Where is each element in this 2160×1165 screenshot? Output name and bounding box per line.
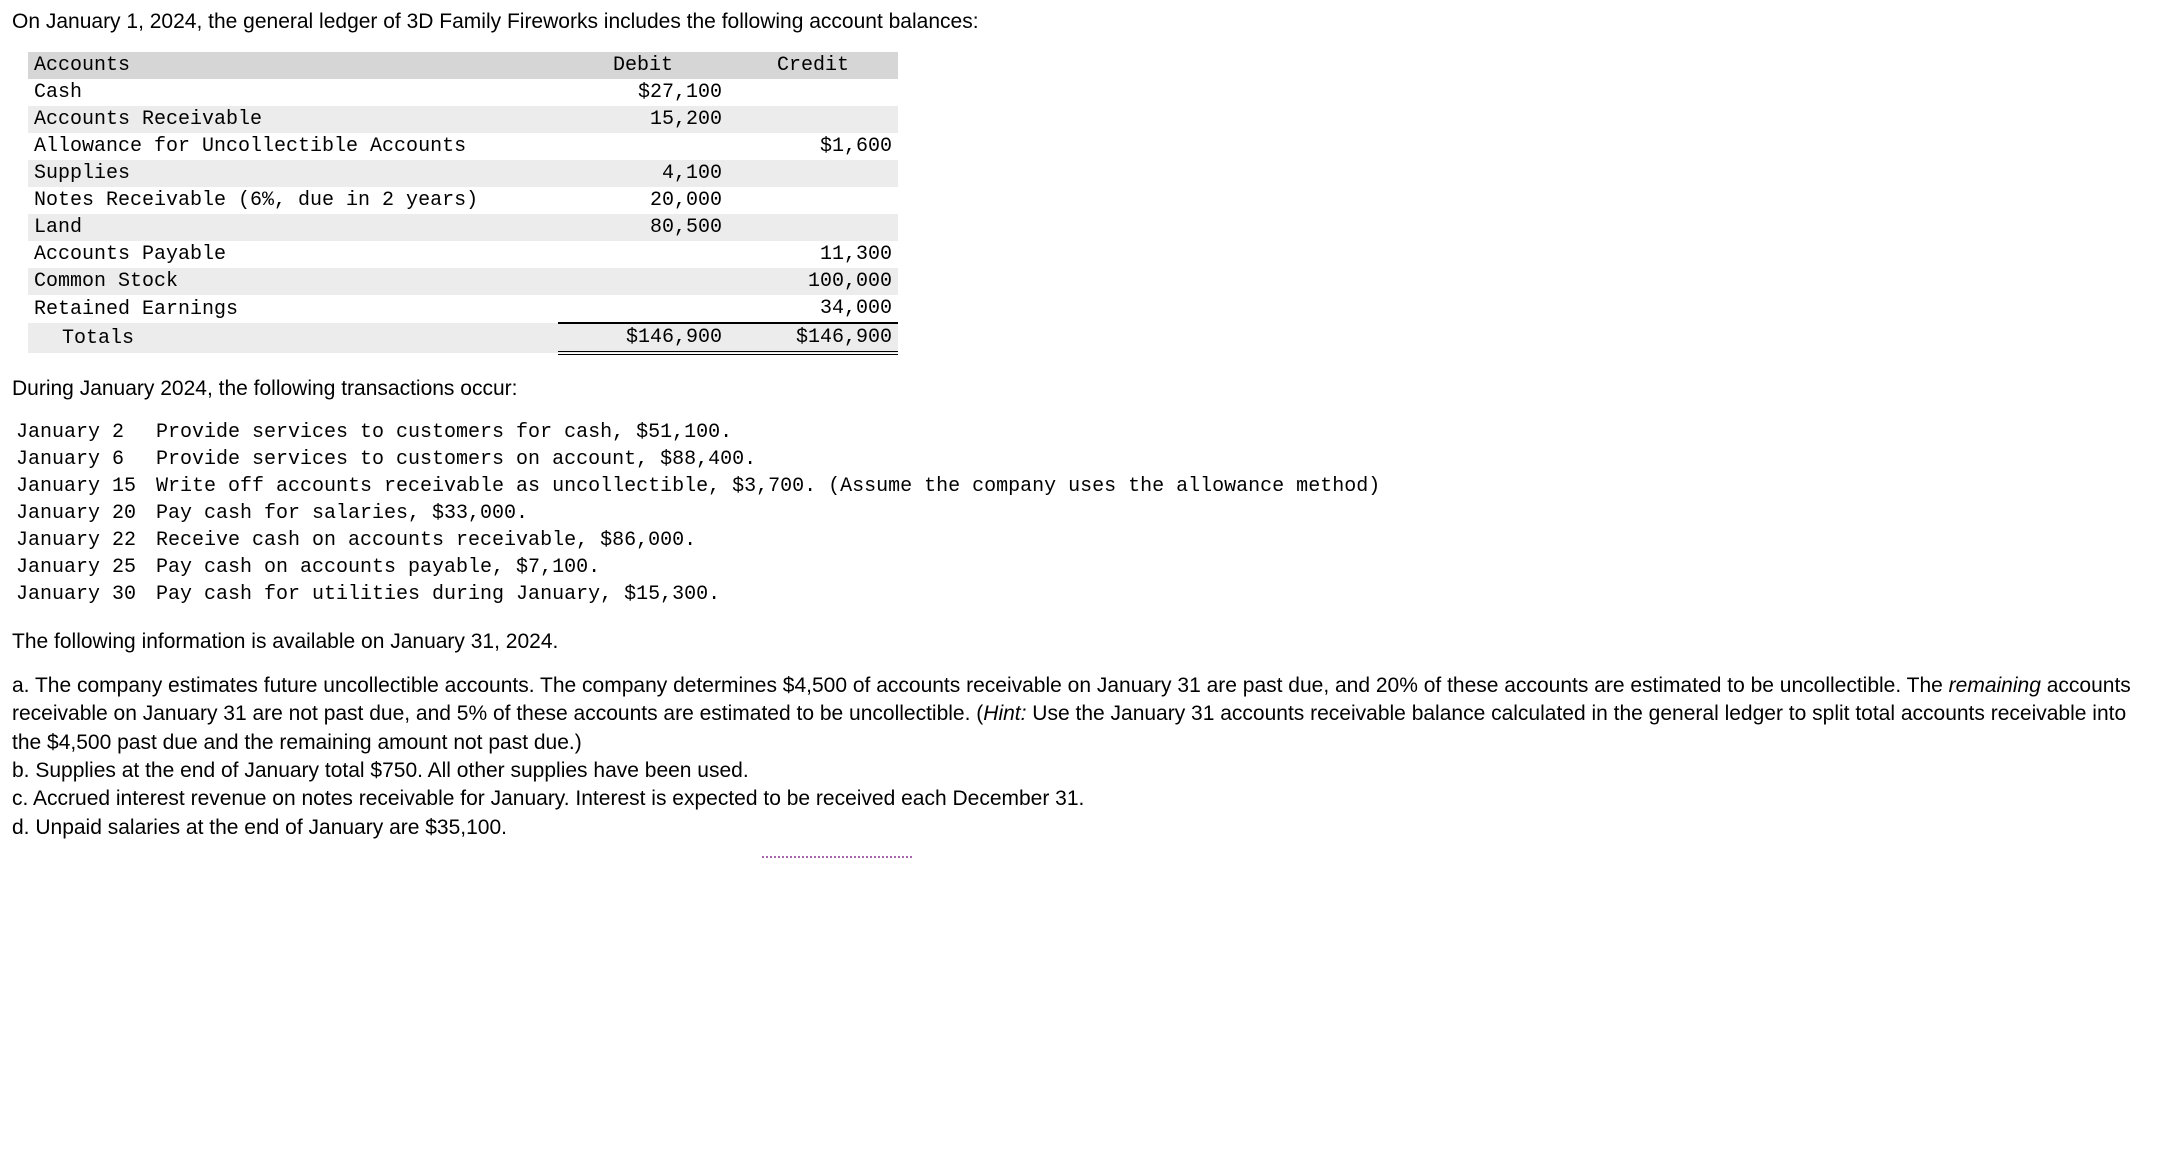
table-row: Cash $27,100 xyxy=(28,79,898,106)
transaction-row: January 25 Pay cash on accounts payable,… xyxy=(16,554,2148,581)
ledger-table: Accounts Debit Credit Cash $27,100 Accou… xyxy=(28,52,898,355)
table-row: Notes Receivable (6%, due in 2 years) 20… xyxy=(28,187,898,214)
header-debit: Debit xyxy=(558,52,728,79)
transaction-row: January 15 Write off accounts receivable… xyxy=(16,473,2148,500)
table-row: Accounts Receivable 15,200 xyxy=(28,106,898,133)
info-c: c. Accrued interest revenue on notes rec… xyxy=(12,785,2148,813)
transactions-list: January 2 Provide services to customers … xyxy=(16,419,2148,608)
info-a: a. The company estimates future uncollec… xyxy=(12,672,2148,757)
transaction-row: January 6 Provide services to customers … xyxy=(16,446,2148,473)
table-row: Accounts Payable 11,300 xyxy=(28,241,898,268)
transaction-row: January 2 Provide services to customers … xyxy=(16,419,2148,446)
table-row: Allowance for Uncollectible Accounts $1,… xyxy=(28,133,898,160)
intro-text: On January 1, 2024, the general ledger o… xyxy=(12,10,2148,34)
info-d: d. Unpaid salaries at the end of January… xyxy=(12,814,2148,842)
during-text: During January 2024, the following trans… xyxy=(12,377,2148,401)
header-accounts: Accounts xyxy=(28,52,558,79)
info-section: a. The company estimates future uncollec… xyxy=(12,672,2148,842)
dotted-divider xyxy=(762,856,912,858)
transaction-row: January 20 Pay cash for salaries, $33,00… xyxy=(16,500,2148,527)
transaction-row: January 22 Receive cash on accounts rece… xyxy=(16,527,2148,554)
info-b: b. Supplies at the end of January total … xyxy=(12,757,2148,785)
table-row: Land 80,500 xyxy=(28,214,898,241)
table-row: Common Stock 100,000 xyxy=(28,268,898,295)
table-row: Retained Earnings 34,000 xyxy=(28,295,898,323)
table-row: Supplies 4,100 xyxy=(28,160,898,187)
transaction-row: January 30 Pay cash for utilities during… xyxy=(16,581,2148,608)
header-credit: Credit xyxy=(728,52,898,79)
totals-row: Totals $146,900 $146,900 xyxy=(28,323,898,353)
info-intro: The following information is available o… xyxy=(12,630,2148,654)
